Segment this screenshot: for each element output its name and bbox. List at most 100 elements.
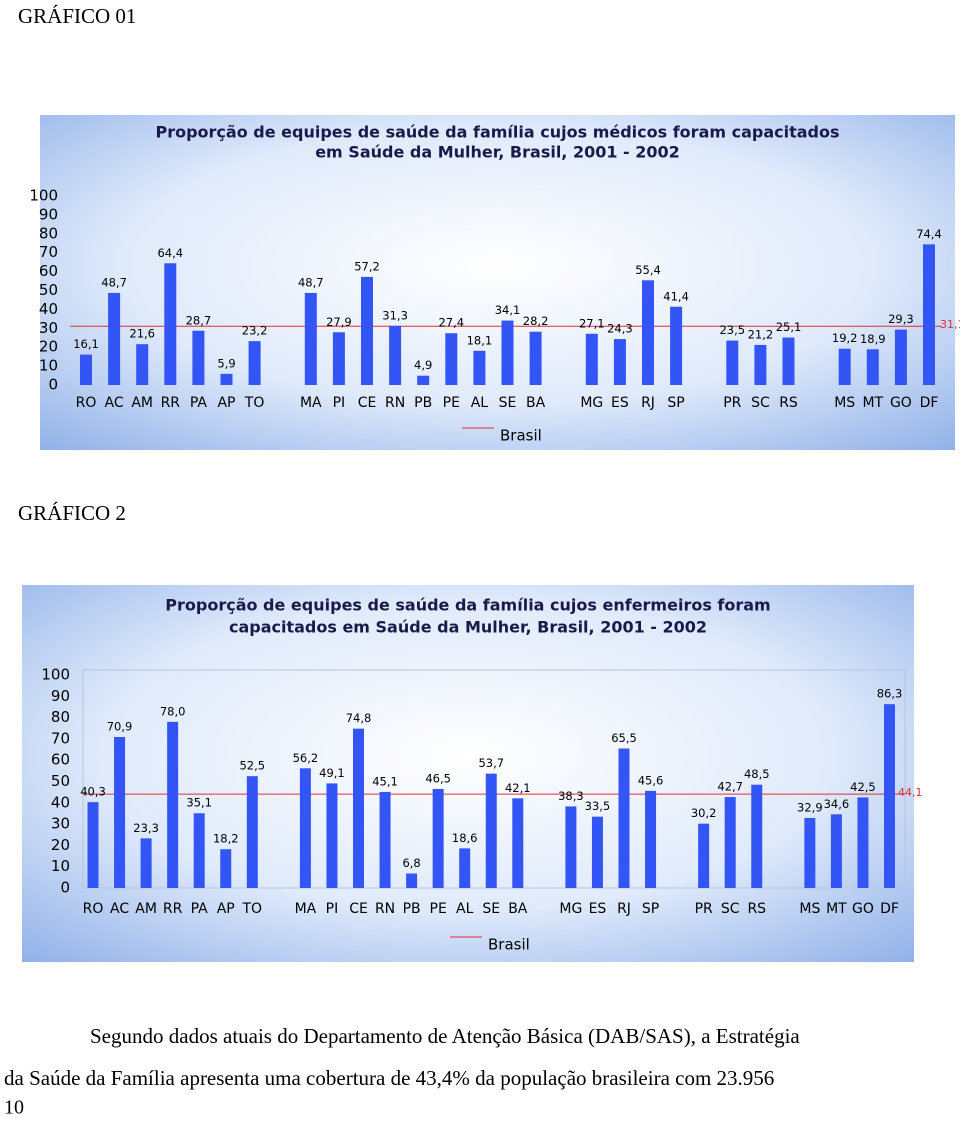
bar <box>830 814 842 888</box>
bar <box>432 788 444 888</box>
paragraph-line: Segundo dados atuais do Departamento de … <box>90 1024 800 1048</box>
reference-label: 44,1 <box>898 786 923 799</box>
value-label: 46,5 <box>425 771 451 785</box>
y-tick-label: 30 <box>39 319 58 337</box>
value-label: 19,2 <box>832 331 858 345</box>
bar <box>326 783 338 888</box>
y-tick-label: 10 <box>39 357 58 375</box>
x-tick-label: TO <box>242 901 263 917</box>
value-label: 18,9 <box>860 332 886 346</box>
y-tick-label: 90 <box>51 687 70 705</box>
x-tick-label: ES <box>611 395 629 411</box>
value-label: 30,2 <box>691 806 717 820</box>
bar <box>618 748 630 888</box>
value-label: 74,8 <box>346 711 372 725</box>
heading: GRÁFICO 2 <box>18 501 126 525</box>
x-tick-label: AL <box>456 901 474 917</box>
bar <box>332 332 345 385</box>
value-label: 5,9 <box>217 356 235 370</box>
x-tick-label: PR <box>723 395 741 411</box>
chart: Proporção de equipes de saúde da família… <box>29 115 960 450</box>
value-label: 65,5 <box>611 731 637 745</box>
x-tick-label: MS <box>834 395 855 411</box>
x-tick-label: RJ <box>617 901 631 917</box>
bar <box>246 776 258 888</box>
bar <box>894 329 907 385</box>
y-tick-label: 0 <box>48 376 58 394</box>
x-tick-label: PI <box>333 395 346 411</box>
bar <box>80 354 92 385</box>
paragraph-line: da Saúde da Família apresenta uma cobert… <box>4 1066 774 1090</box>
value-label: 64,4 <box>157 246 183 260</box>
bar <box>670 306 683 385</box>
y-tick-label: 70 <box>39 243 58 261</box>
x-tick-label: MG <box>580 395 603 411</box>
x-tick-label: GO <box>852 901 874 917</box>
bar <box>114 736 126 888</box>
x-tick-label: AC <box>110 901 129 917</box>
bar <box>645 790 657 888</box>
y-tick-label: 40 <box>51 793 70 811</box>
bar <box>857 797 869 888</box>
bar <box>724 797 736 888</box>
bar <box>501 320 514 385</box>
value-label: 56,2 <box>293 751 319 765</box>
bar <box>445 333 458 385</box>
bar <box>164 263 177 385</box>
value-label: 40,3 <box>80 785 106 799</box>
bar <box>613 339 626 385</box>
value-label: 55,4 <box>635 263 661 277</box>
x-tick-label: RN <box>385 395 405 411</box>
bar <box>248 341 261 385</box>
value-label: 34,1 <box>495 303 521 317</box>
value-label: 16,1 <box>73 337 99 351</box>
y-tick-label: 70 <box>51 729 70 747</box>
x-tick-label: AM <box>135 901 157 917</box>
value-label: 48,5 <box>744 767 770 781</box>
value-label: 42,1 <box>505 781 531 795</box>
y-tick-label: 80 <box>39 224 58 242</box>
value-label: 52,5 <box>239 759 265 773</box>
y-tick-label: 50 <box>39 281 58 299</box>
x-tick-label: MA <box>295 901 317 917</box>
value-label: 23,2 <box>242 324 268 338</box>
bar <box>923 244 935 385</box>
value-label: 21,2 <box>748 327 774 341</box>
bar <box>782 337 795 385</box>
chart-title: em Saúde da Mulher, Brasil, 2001 - 2002 <box>315 143 680 162</box>
x-tick-label: PE <box>430 901 447 917</box>
y-tick-label: 30 <box>51 815 70 833</box>
y-tick-label: 60 <box>39 262 58 280</box>
bar <box>220 373 233 385</box>
x-tick-label: DF <box>880 901 899 917</box>
x-tick-label: SP <box>642 901 659 917</box>
value-label: 33,5 <box>585 799 611 813</box>
value-label: 70,9 <box>107 719 133 733</box>
value-label: 78,0 <box>160 704 186 718</box>
bar <box>136 344 149 385</box>
x-tick-label: RR <box>163 901 183 917</box>
value-label: 28,7 <box>186 313 212 327</box>
value-label: 41,4 <box>663 289 689 303</box>
x-tick-label: MT <box>862 395 883 411</box>
bar <box>473 350 486 385</box>
x-tick-label: ES <box>589 901 607 917</box>
bar <box>459 848 471 888</box>
x-tick-label: PB <box>403 901 421 917</box>
value-label: 38,3 <box>558 789 584 803</box>
x-tick-label: RN <box>375 901 395 917</box>
y-tick-label: 100 <box>41 666 70 684</box>
value-label: 31,3 <box>382 308 408 322</box>
x-tick-label: SC <box>721 901 740 917</box>
value-label: 45,1 <box>372 774 398 788</box>
value-label: 18,1 <box>467 333 493 347</box>
chart-title: Proporção de equipes de saúde da família… <box>165 596 770 615</box>
y-tick-label: 20 <box>39 338 58 356</box>
x-tick-label: AP <box>217 901 235 917</box>
y-tick-label: 80 <box>51 708 70 726</box>
y-tick-label: 100 <box>29 187 58 205</box>
x-tick-label: PI <box>326 901 339 917</box>
legend-label: Brasil <box>488 936 530 954</box>
bar <box>884 704 895 888</box>
